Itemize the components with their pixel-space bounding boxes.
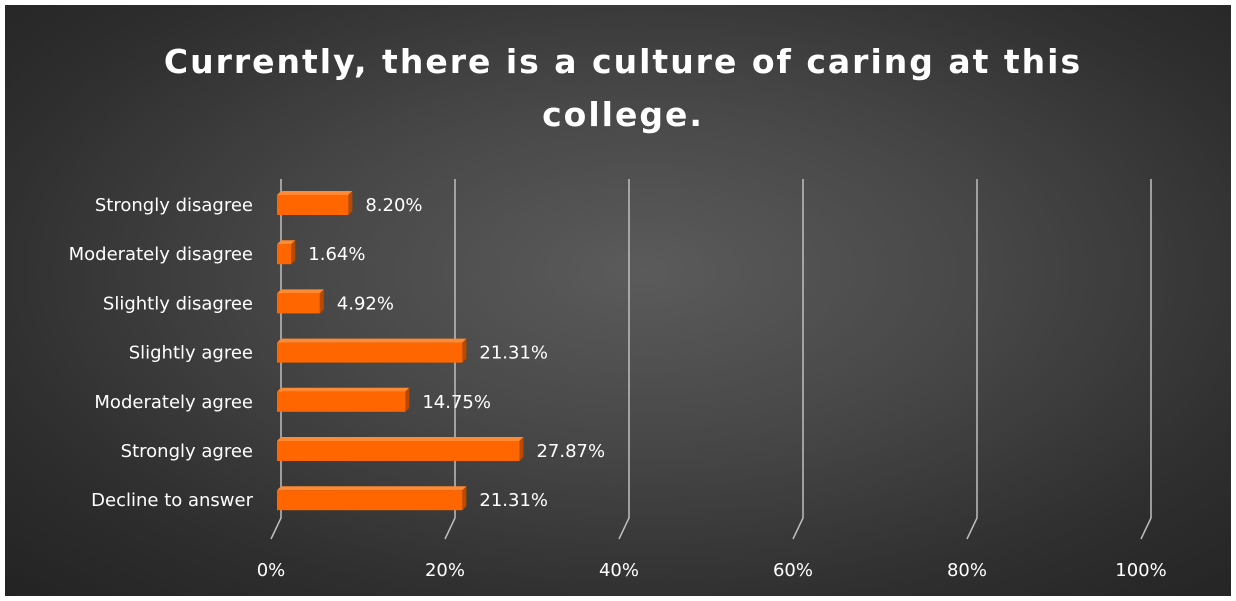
- gridline: [1140, 179, 1152, 540]
- bar: [277, 437, 524, 461]
- category-label: Strongly agree: [121, 441, 253, 462]
- category-label: Slightly agree: [129, 343, 253, 364]
- gridline: [618, 179, 630, 540]
- x-tick-label: 80%: [947, 560, 987, 581]
- data-label: 4.92%: [337, 293, 394, 314]
- chart-title: Currently, there is a culture of caring …: [163, 42, 1083, 134]
- x-tick-label: 60%: [773, 560, 813, 581]
- data-label: 8.20%: [365, 195, 422, 216]
- bar: [277, 191, 353, 215]
- bar-chart-plot: Strongly disagree Moderately disagree Slig…: [69, 179, 1167, 581]
- x-tick-label: 40%: [599, 560, 639, 581]
- bar: [277, 289, 324, 314]
- gridline: [444, 179, 456, 540]
- data-label: 1.64%: [308, 244, 365, 265]
- x-tick-label: 20%: [425, 560, 465, 581]
- data-label: 21.31%: [479, 490, 548, 511]
- chart-area: Currently, there is a culture of caring …: [5, 5, 1231, 596]
- category-label: Decline to answer: [91, 490, 253, 511]
- data-label: 21.31%: [479, 343, 548, 364]
- data-label: 27.87%: [536, 441, 605, 462]
- category-label: Slightly disagree: [103, 293, 253, 314]
- bar: [277, 240, 296, 265]
- category-label: Moderately disagree: [69, 244, 253, 265]
- category-label: Strongly disagree: [95, 195, 253, 216]
- bar: [277, 387, 410, 412]
- data-label: 14.75%: [422, 392, 491, 413]
- gridline: [792, 179, 804, 540]
- bar: [277, 338, 467, 363]
- x-tick-label: 0%: [257, 560, 286, 581]
- bar: [277, 486, 467, 511]
- gridline: [966, 179, 978, 540]
- x-tick-label: 100%: [1115, 560, 1166, 581]
- category-label: Moderately agree: [94, 392, 253, 413]
